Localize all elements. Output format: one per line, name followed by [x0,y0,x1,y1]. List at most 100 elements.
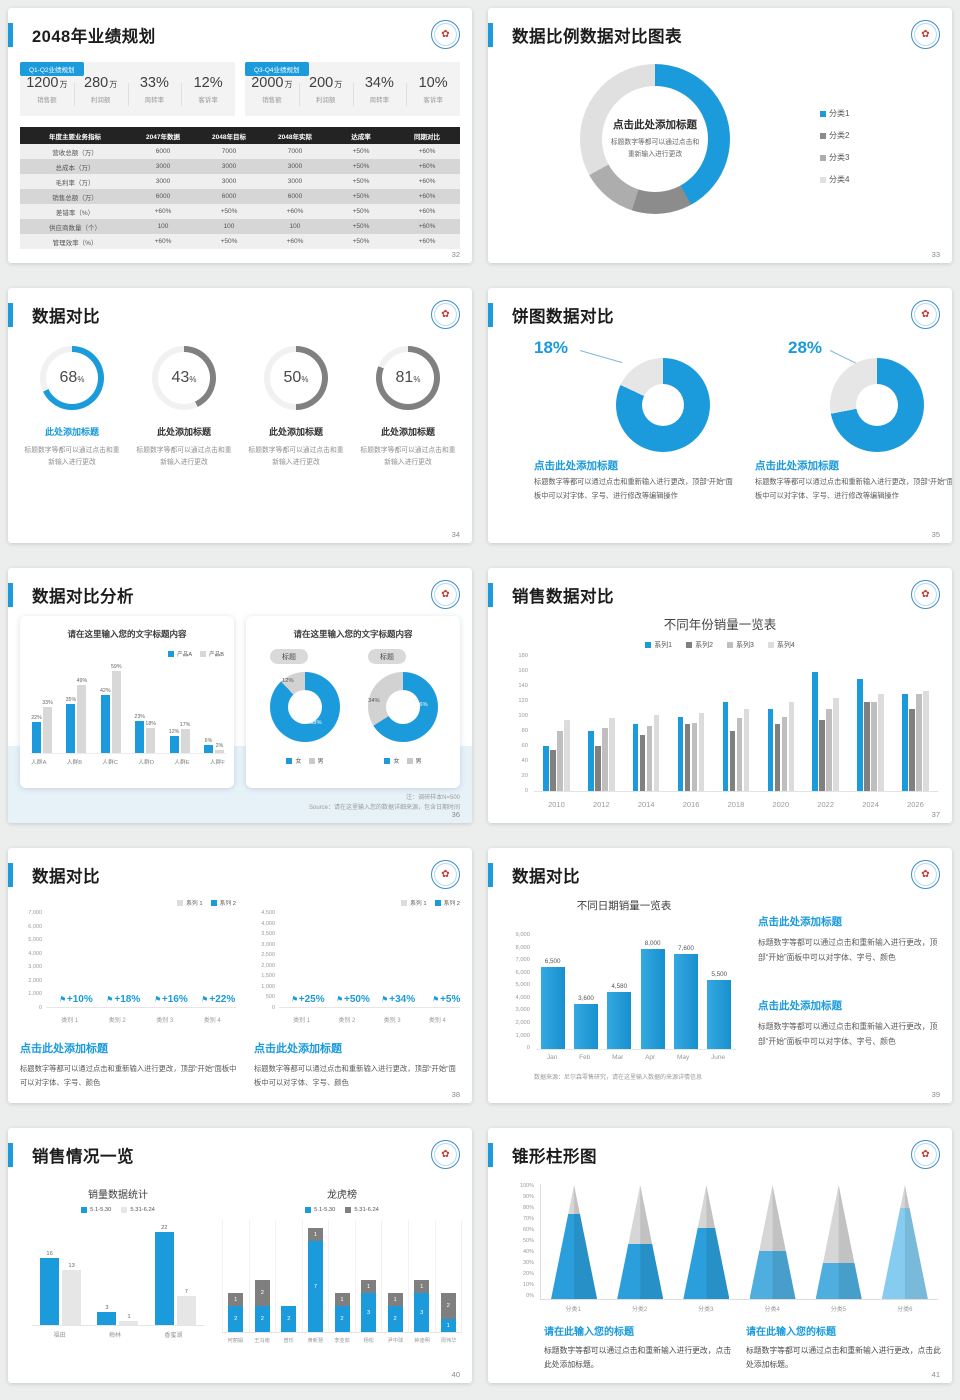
bar: 18% [145,721,156,753]
stat-value: 12% [193,75,223,91]
legend-label: 分类1 [829,109,850,118]
bar-group [632,657,660,791]
bar-chart: 22% 33% 35% 49% 42% 59% 23% 18% 12% 17% 6% 2% 人群A 人群B… [30,664,226,766]
logo-glyph: ✿ [921,308,930,320]
bar-value: 1 [127,1313,131,1320]
legend-label: 分类4 [829,175,850,184]
gauge-hole: 68% [46,352,98,404]
legend-swatch [820,110,826,117]
delta-label: ⚑ +18% [105,994,140,1005]
table-cell: +60% [418,163,436,170]
legend-label: 系列 1 [410,901,427,907]
x-tick-label: 类别 1 [61,1018,79,1024]
bar-value: 42% [99,687,111,694]
delta-label: ⚑ +25% [290,994,325,1005]
accent-bar [488,583,493,607]
stat-value: 10% [418,75,448,91]
stat-unit: 万 [59,80,68,89]
donut-center-body: 标题数字等都可以通过点击和重新输入进行更改 [610,139,700,158]
kpi-stat-groups: Q1-Q2业绩规划 1200万 销售额 280万 利润额 33% 周转率 12% 客诉率 Q3-Q… [20,62,460,116]
segment-blue: 2 [387,1306,403,1332]
chart-legend: 系列1 系列2 系列3 系列4 [488,640,952,650]
bar [781,716,788,791]
cone-slot [683,1185,730,1299]
slide-thumbnail-39[interactable]: 数据对比 ✿ 不同日期销量一览表 9,000 8,000 7,000 6,000 5,0… [488,848,952,1103]
gauge-title: 此处添加标题 [268,427,323,437]
cone-slot [551,1185,598,1299]
bar [557,731,563,791]
slide-thumbnail-32[interactable]: 2048年业绩规划 ✿ Q1-Q2业绩规划 1200万 销售额 280万 利润额 33% 周… [8,8,472,263]
legend-swatch [308,757,315,764]
plot-area: ⚑ +25% ⚑ +50% ⚑ +34% ⚑ +5% [279,914,460,1008]
chart-card-right: 请在这里输入您的文字标题内容 标题 标题 12% 88% 34% 66% 女男 … [246,616,460,788]
legend-label: 系列1 [654,642,673,649]
y-tick-label: 20% [522,1271,534,1278]
slide-thumbnail-41[interactable]: 锥形柱形图 ✿ 100% 90% 80% 70% 60% 50% 40% 30% 20% 10% 0… [488,1128,952,1383]
legend-label: 分类2 [829,131,850,140]
x-tick-label: 黄新慧 [307,1338,324,1344]
slide-thumbnail-34[interactable]: 数据对比 ✿ 68% 此处添加标题 标题数字等都可以通过点击和重新输入进行更改 43%… [8,288,472,543]
bar [871,701,877,791]
slide-thumbnail-36[interactable]: 数据对比分析 ✿ 请在这里输入您的文字标题内容 产品A 产品B 22% 33% 35%… [8,568,472,823]
slide-thumbnail-40[interactable]: 销售情况一览 ✿ 销量数据统计 5.1-5.30 5.31-6.24 16 13 3 1… [8,1128,472,1383]
bar-value: 5,500 [711,970,728,978]
segment-blue: 1 [440,1319,456,1332]
y-tick-label: 140 [518,683,528,690]
cone [683,1185,730,1299]
x-tick-label: 2012 [592,800,610,809]
table-cell: 差错率（%） [55,209,95,217]
y-tick-label: 50% [522,1238,534,1245]
legend-item: 5.1-5.30 [81,1207,111,1213]
y-tick-label: 4,000 [261,920,275,927]
legend-item: 系列2 [686,640,713,650]
block-body: 标题数字等都可以通过点击和重新输入进行更改，顶部“开始”面板中可以对字体、字号、… [755,477,952,501]
x-tick-label: 分类2 [631,1307,648,1313]
slide-thumbnail-37[interactable]: 销售数据对比 ✿ 不同年份销量一览表 系列1 系列2 系列3 系列4 180 160 14… [488,568,952,823]
category-label: 人群B [66,760,83,766]
y-axis: 7,000 6,000 5,000 4,000 3,000 2,000 1,000 0 [18,910,42,1011]
logo-glyph: ✿ [921,28,930,40]
block-title: 点击此处添加标题 [758,1000,842,1012]
slide-thumbnail-33[interactable]: 数据比例数据对比图表 ✿ 点击此处添加标题 标题数字等都可以通过点击和重新输入进… [488,8,952,263]
table-cell: 6000 [155,193,171,200]
y-axis: 100% 90% 80% 70% 60% 50% 40% 30% 20% 10% 0% [508,1183,534,1300]
slide-thumbnail-35[interactable]: 饼图数据对比 ✿ 18% 点击此处添加标题 标题数字等都可以通过点击和重新输入进… [488,288,952,543]
delta-value: +22% [209,994,236,1005]
delta-value: +5% [440,994,461,1005]
delta-value: +50% [344,994,370,1005]
x-tick-label: 分类4 [764,1307,780,1313]
x-tick-label: 类别 2 [338,1018,356,1024]
bar: 22% [31,715,42,753]
y-tick-label: 1,000 [28,991,42,997]
accent-bar [8,23,13,47]
block-body: 标题数字等都可以通过点击和重新输入进行更改，顶部“开始”面板中可以对字体、字号、… [254,1064,456,1088]
x-axis: 类别 1 类别 2 类别 3 类别 4 [46,1015,236,1024]
slide-thumbnail-38[interactable]: 数据对比 ✿ 系列 1 系列 2 7,000 6,000 5,000 4,000 3,000… [8,848,472,1103]
stat-label: 客诉率 [198,97,218,104]
bar: 33% [42,700,53,753]
bar [677,716,684,791]
bar [736,718,743,791]
legend-item: 女 [286,756,302,765]
gauge-value: 43% [171,369,197,386]
table-header-cell: 2048年目标 [212,133,246,141]
cone-chart [540,1184,938,1300]
stat-label: 利润额 [90,97,111,104]
slide-title: 数据比例数据对比图表 [512,28,682,46]
table-cell: +50% [220,208,238,215]
x-axis: 何丽娟 王冯南 普珍 黄新慧 李亚茹 杨松 尹中球 钟迪明 周伟华 [222,1337,462,1344]
x-tick-label: Apr [645,1054,656,1061]
block-body: 标题数字等都可以通过点击和重新输入进行更改，点击此处添加标题。 [746,1346,941,1370]
flag-icon: ⚑ [335,994,344,1005]
gauge-ring: 68% [40,346,104,410]
x-tick-label: 周伟华 [440,1338,457,1344]
callout-line [579,350,623,364]
bar-value: 2% [215,743,224,750]
delta-label: ⚑ +22% [200,994,236,1005]
y-axis: 9,000 8,000 7,000 6,000 5,000 4,000 3,000 2,000… [502,932,530,1052]
chart-title: 不同年份销量一览表 [663,618,777,632]
gauge-item: 81% 此处添加标题 标题数字等都可以通过点击和重新输入进行更改 [352,346,464,469]
